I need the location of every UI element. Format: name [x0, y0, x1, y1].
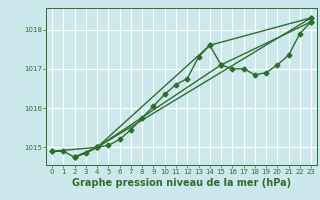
X-axis label: Graphe pression niveau de la mer (hPa): Graphe pression niveau de la mer (hPa)	[72, 178, 291, 188]
